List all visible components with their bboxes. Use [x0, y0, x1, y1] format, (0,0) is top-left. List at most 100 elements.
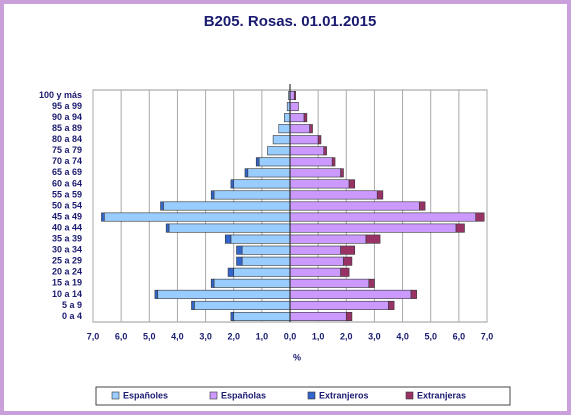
bar-segment	[224, 234, 232, 244]
bar-segment	[289, 256, 344, 266]
bar-segment	[289, 124, 311, 134]
legend-box	[95, 386, 511, 406]
x-tick-label: 5,0	[424, 331, 437, 341]
bar-segment	[191, 300, 195, 310]
bar-segment	[289, 289, 412, 299]
bar-segment	[475, 212, 485, 222]
bar-segment	[410, 289, 417, 299]
x-tick-label: 5,0	[143, 331, 156, 341]
bar-segment	[103, 212, 291, 222]
bar-segment	[289, 157, 333, 167]
legend-swatch	[209, 391, 218, 400]
y-tick-label: 90 a 94	[52, 112, 82, 122]
bar-segment	[289, 179, 350, 189]
bar-segment	[289, 212, 477, 222]
bar-segment	[289, 146, 325, 156]
bar-segment	[236, 245, 243, 255]
bar-segment	[419, 201, 426, 211]
bar-segment	[348, 179, 356, 189]
x-tick-label: 7,0	[87, 331, 100, 341]
bar-segment	[168, 223, 291, 233]
bar-segment	[241, 256, 291, 266]
x-tick-label: 3,0	[199, 331, 212, 341]
legend-label: Extranjeras	[417, 390, 466, 400]
bar-segment	[340, 267, 350, 277]
legend-swatch	[405, 391, 414, 400]
bar-segment	[213, 190, 291, 200]
bar-segment	[233, 267, 291, 277]
x-tick-label: 4,0	[171, 331, 184, 341]
bar-segment	[230, 179, 235, 189]
y-tick-label: 45 a 49	[52, 211, 82, 221]
legend-swatch	[111, 391, 120, 400]
y-tick-label: 25 a 29	[52, 256, 82, 266]
x-tick-label: 1,0	[312, 331, 325, 341]
bar-segment	[309, 124, 313, 134]
bar-segment	[165, 223, 170, 233]
bar-segment	[293, 91, 296, 101]
bar-segment	[289, 311, 347, 321]
bar-segment	[289, 245, 341, 255]
y-tick-label: 5 a 9	[62, 300, 82, 310]
x-tick-label: 6,0	[453, 331, 466, 341]
bar-segment	[289, 223, 457, 233]
bar-segment	[368, 278, 375, 288]
bar-segment	[160, 201, 164, 211]
bar-segment	[278, 124, 291, 134]
bar-segment	[210, 278, 215, 288]
bar-segment	[345, 311, 353, 321]
bar-segment	[323, 146, 327, 156]
bar-segment	[210, 190, 215, 200]
y-tick-label: 60 a 64	[52, 178, 82, 188]
bar-segment	[376, 190, 384, 200]
bar-segment	[258, 157, 291, 167]
x-tick-label: 3,0	[368, 331, 381, 341]
bar-segment	[230, 234, 291, 244]
bar-segment	[230, 311, 235, 321]
chart-title: B205. Rosas. 01.01.2015	[204, 13, 377, 30]
y-tick-label: 80 a 84	[52, 134, 82, 144]
bar-segment	[236, 256, 243, 266]
bar-segment	[289, 102, 299, 112]
x-tick-label: 2,0	[340, 331, 353, 341]
y-tick-label: 70 a 74	[52, 156, 82, 166]
y-tick-label: 85 a 89	[52, 123, 82, 133]
bar-segment	[154, 289, 159, 299]
bar-segment	[289, 113, 305, 123]
y-tick-label: 20 a 24	[52, 267, 82, 277]
y-tick-label: 50 a 54	[52, 200, 82, 210]
bar-segment	[233, 311, 291, 321]
y-tick-label: 40 a 44	[52, 222, 82, 232]
bar-segment	[388, 300, 395, 310]
y-tick-label: 15 a 19	[52, 278, 82, 288]
bar-segment	[343, 256, 353, 266]
y-tick-label: 55 a 59	[52, 189, 82, 199]
bar-segment	[289, 234, 367, 244]
bar-segment	[289, 201, 420, 211]
bar-segment	[241, 245, 291, 255]
bar-segment	[101, 212, 105, 222]
bar-segment	[303, 113, 308, 123]
y-tick-label: 75 a 79	[52, 145, 82, 155]
y-tick-label: 35 a 39	[52, 234, 82, 244]
bar-segment	[340, 168, 344, 178]
x-axis-label: %	[293, 352, 301, 362]
y-tick-label: 65 a 69	[52, 167, 82, 177]
x-tick-label: 1,0	[256, 331, 269, 341]
legend-label: Españoles	[123, 390, 168, 400]
y-tick-label: 10 a 14	[52, 289, 82, 299]
bar-segment	[157, 289, 291, 299]
bar-segment	[317, 135, 322, 145]
bar-segment	[284, 113, 291, 123]
bar-segment	[233, 179, 291, 189]
bar-segment	[289, 91, 295, 101]
bar-segment	[289, 300, 389, 310]
bar-segment	[163, 201, 291, 211]
x-tick-label: 0,0	[284, 331, 297, 341]
legend-swatch	[307, 391, 316, 400]
bar-segment	[267, 146, 291, 156]
bar-segment	[244, 168, 249, 178]
x-tick-label: 4,0	[396, 331, 409, 341]
